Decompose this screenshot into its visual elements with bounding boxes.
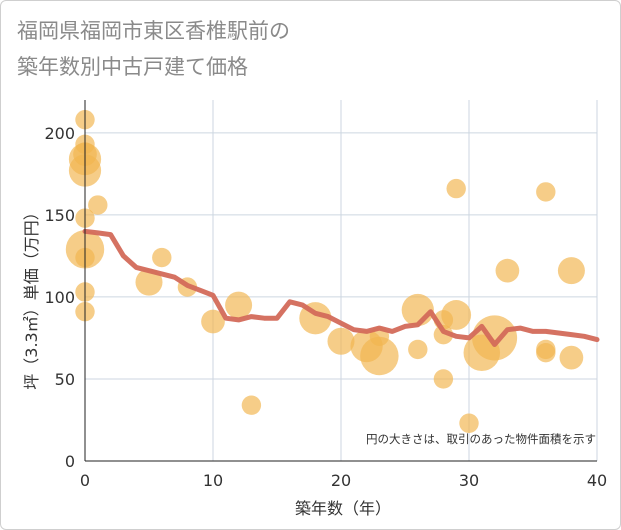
x-tick-label: 0 bbox=[80, 471, 90, 490]
y-axis-label: 坪（3.3㎡）単価（万円） bbox=[22, 204, 41, 389]
scatter-point bbox=[241, 395, 262, 415]
x-tick-label: 10 bbox=[203, 471, 223, 490]
size-annotation: 円の大きさは、取引のあった物件面積を示す bbox=[366, 432, 596, 446]
y-tick-label: 50 bbox=[55, 370, 75, 389]
scatter-point bbox=[201, 309, 225, 334]
scatter-point bbox=[152, 247, 172, 268]
scatter-point bbox=[327, 327, 355, 355]
y-tick-label: 150 bbox=[44, 206, 75, 225]
x-axis-label: 築年数（年） bbox=[295, 499, 391, 518]
scatter-point bbox=[472, 315, 518, 361]
chart-title-line-2: 築年数別中古戸建て価格 bbox=[17, 55, 248, 79]
scatter-point bbox=[135, 268, 163, 296]
chart-title: 福岡県福岡市東区香椎駅前の 築年数別中古戸建て価格 bbox=[17, 13, 290, 85]
scatter-point bbox=[360, 336, 399, 376]
scatter-point bbox=[495, 258, 520, 283]
axes: 0 50 100 150 200 0 10 20 30 40 bbox=[44, 100, 607, 490]
scatter-point bbox=[536, 343, 556, 363]
scatter-point bbox=[557, 257, 585, 285]
scatter-point bbox=[459, 413, 479, 433]
scatter-point bbox=[559, 345, 584, 370]
y-tick-label: 100 bbox=[44, 288, 75, 307]
scatter-point bbox=[88, 195, 108, 215]
x-tick-label: 30 bbox=[459, 471, 479, 490]
scatter-point bbox=[536, 182, 556, 202]
y-tick-label: 0 bbox=[65, 452, 75, 471]
scatter-point bbox=[225, 291, 253, 319]
scatter-point bbox=[446, 178, 466, 199]
scatter-point bbox=[441, 300, 472, 330]
chart-title-line-1: 福岡県福岡市東区香椎駅前の bbox=[17, 19, 290, 43]
trend-line-group bbox=[82, 228, 600, 347]
scatter-point bbox=[433, 369, 454, 389]
y-tick-label: 200 bbox=[44, 124, 75, 143]
trend-line bbox=[82, 228, 600, 347]
x-tick-label: 40 bbox=[587, 471, 607, 490]
x-tick-label: 20 bbox=[331, 471, 351, 490]
scatter-point bbox=[433, 324, 454, 345]
scatter-point bbox=[408, 339, 428, 360]
